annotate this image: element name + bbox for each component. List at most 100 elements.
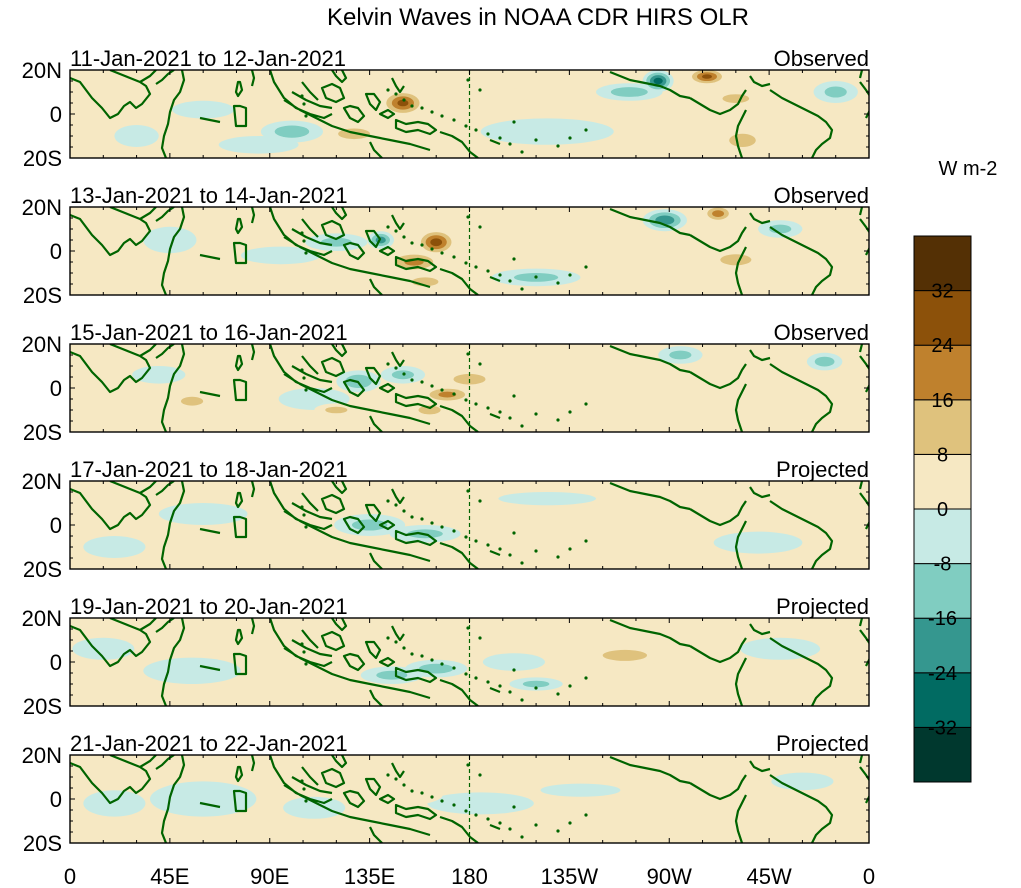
panel-6: 20N 0 20S 21-Jan-2021 to 22-Jan-2021 Project… [22,731,870,856]
y-tick-label: 20S [23,557,62,582]
anomaly-contour [482,653,545,671]
anomaly-contour [824,86,847,98]
colorbar-box [913,399,972,455]
anomaly-contour [780,485,825,503]
y-tick-label: 0 [50,650,62,675]
panel-period: 19-Jan-2021 to 20-Jan-2021 [70,594,348,619]
y-tick-label: 20S [23,694,62,719]
anomaly-contour [720,254,752,266]
y-tick-label: 0 [50,513,62,538]
anomaly-contour [709,684,763,702]
anomaly-contour [172,100,235,119]
colorbar-label: 32 [931,281,953,303]
anomaly-contour [180,396,204,406]
panel-1: 20N 0 20S 11-Jan-2021 to 12-Jan-2021 Observe… [22,46,870,171]
anomaly-field [70,207,869,295]
anomaly-contour [427,792,534,815]
colorbar-label: 24 [931,335,953,357]
panel-status: Projected [776,731,869,756]
x-tick-label: 45W [747,864,792,888]
colorbar-label: 16 [931,390,953,412]
anomaly-contour [624,796,714,819]
anomaly-contour [83,790,146,817]
anomaly-contour [434,87,550,101]
anomaly-contour [545,357,661,375]
colorbar-box [913,672,972,728]
anomaly-field [70,755,869,843]
y-tick-label: 20N [22,606,62,631]
anomaly-contour [283,796,346,819]
y-tick-label: 0 [50,102,62,127]
panel-period: 11-Jan-2021 to 12-Jan-2021 [70,46,346,71]
x-tick-label: 135W [541,864,599,888]
panel-4: 20N 0 20S 17-Jan-2021 to 18-Jan-2021 Project… [22,457,870,582]
anomaly-contour [669,350,692,360]
anomaly-contour [610,87,648,97]
colorbar-box [913,235,972,292]
panel-status: Observed [774,320,869,345]
anomaly-contour [265,527,319,545]
panel-status: Observed [774,183,869,208]
x-tick-label: 90E [250,864,289,888]
anomaly-contour [558,505,692,523]
y-tick-label: 20S [23,283,62,308]
colorbar-units: W m-2 [939,158,998,180]
x-tick-label: 0 [863,864,875,888]
colorbar-label: -16 [928,608,957,630]
colorbar-label: -8 [934,554,952,576]
panel-status: Projected [776,594,869,619]
x-tick-label: 90W [647,864,692,888]
y-tick-label: 20N [22,58,62,83]
anomaly-contour [814,356,835,367]
colorbar-box [913,726,972,783]
panel-status: Projected [776,457,869,482]
anomaly-contour [72,637,135,660]
y-tick-label: 0 [50,376,62,401]
anomaly-contour [438,391,457,398]
anomaly-field [70,70,869,158]
figure-title: Kelvin Waves in NOAA CDR HIRS OLR [327,4,749,31]
anomaly-contour [713,531,803,554]
anomaly-contour [83,536,146,558]
anomaly-contour [418,405,441,415]
anomaly-contour [325,406,348,414]
anomaly-contour [653,77,663,85]
anomaly-contour [109,268,164,287]
anomaly-contour [274,125,310,138]
anomaly-contour [158,503,248,525]
anomaly-contour [283,646,346,665]
anomaly-contour [480,118,614,145]
colorbar-box [913,563,972,619]
colorbar: W m-2 -32 -24 -16 -8 0 8 16 24 32 [913,158,998,783]
anomaly-field [70,618,869,706]
y-tick-label: 0 [50,787,62,812]
panel-3: 20N 0 20S 15-Jan-2021 to 16-Jan-2021 Observe… [22,320,870,445]
panel-status: Observed [774,46,869,71]
y-tick-label: 20N [22,332,62,357]
y-tick-label: 20S [23,146,62,171]
anomaly-contour [701,74,712,79]
panel-period: 15-Jan-2021 to 16-Jan-2021 [70,320,348,345]
panel-period: 17-Jan-2021 to 18-Jan-2021 [70,457,348,482]
x-tick-label: 135E [344,864,395,888]
x-axis-labels: 0 45E 90E 135E 180 135W 90W 45W 0 [64,864,875,888]
anomaly-contour [397,99,409,107]
anomaly-contour [411,109,474,132]
colorbar-box [913,344,972,401]
anomaly-contour [540,783,621,797]
y-tick-label: 20N [22,469,62,494]
colorbar-label: -24 [928,663,957,685]
anomaly-contour [602,649,648,661]
colorbar-label: -32 [928,717,957,739]
anomaly-contour [522,680,550,688]
anomaly-contour [114,125,159,147]
y-tick-label: 20S [23,420,62,445]
anomaly-field [70,344,869,432]
anomaly-contour [240,246,321,265]
anomaly-contour [498,492,596,506]
x-tick-label: 0 [64,864,76,888]
colorbar-label: 8 [937,444,948,466]
panel-5: 20N 0 20S 19-Jan-2021 to 20-Jan-2021 Project… [22,594,870,719]
anomaly-contour [143,657,241,684]
